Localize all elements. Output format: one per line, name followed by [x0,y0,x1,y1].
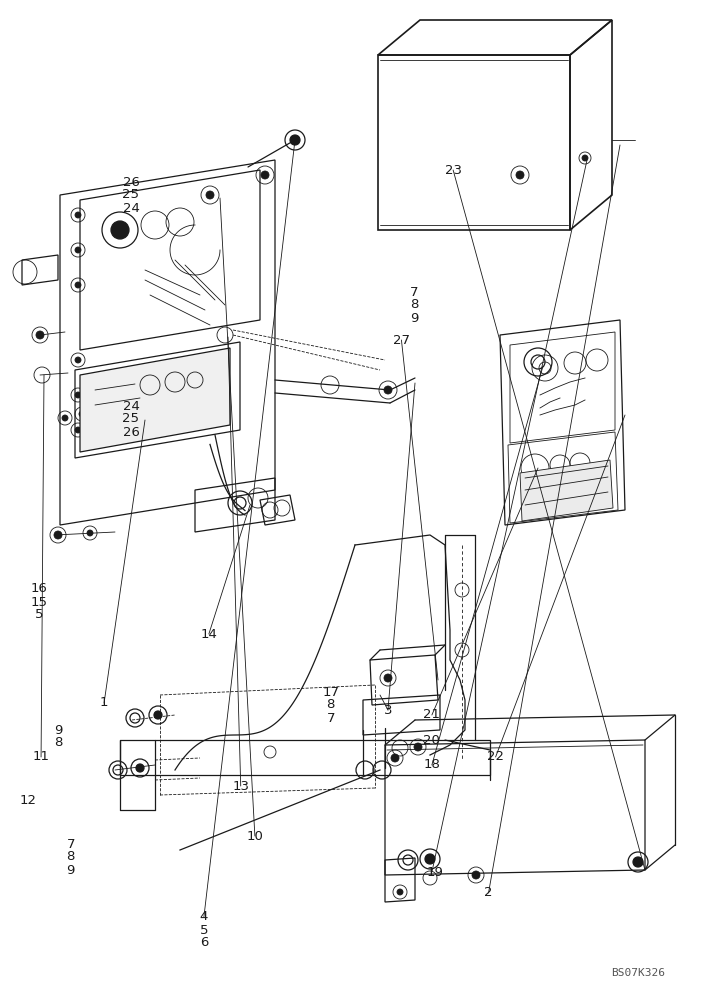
Circle shape [633,857,643,867]
Text: 9: 9 [410,312,418,324]
Polygon shape [80,348,230,452]
Text: 24: 24 [122,399,139,412]
Polygon shape [520,460,613,521]
Circle shape [391,754,399,762]
Text: 26: 26 [122,176,139,188]
Text: 27: 27 [393,334,410,347]
Circle shape [87,530,93,536]
Text: 15: 15 [30,595,47,608]
Circle shape [425,854,435,864]
Text: 7: 7 [410,286,418,298]
Circle shape [261,171,269,179]
Text: 25: 25 [122,188,139,202]
Circle shape [75,392,81,398]
Circle shape [75,357,81,363]
Text: 7: 7 [67,838,75,850]
Circle shape [397,889,403,895]
Text: 2: 2 [484,886,493,900]
Text: 23: 23 [445,163,462,176]
Text: 9: 9 [67,863,75,876]
Circle shape [290,135,300,145]
Text: 16: 16 [30,582,47,595]
Text: 9: 9 [55,724,63,736]
Text: 7: 7 [326,712,335,724]
Text: 10: 10 [246,830,263,842]
Text: BS07K326: BS07K326 [611,968,665,978]
Text: 22: 22 [487,750,504,764]
Circle shape [75,427,81,433]
Circle shape [206,191,214,199]
Text: 12: 12 [20,794,37,806]
Circle shape [75,282,81,288]
Circle shape [79,411,85,417]
Text: 3: 3 [384,704,392,716]
Text: 5: 5 [35,608,43,621]
Circle shape [154,711,162,719]
Text: 6: 6 [200,936,208,950]
Text: 18: 18 [423,758,440,772]
Circle shape [111,221,129,239]
Text: 26: 26 [122,426,139,438]
Circle shape [75,212,81,218]
Circle shape [384,674,392,682]
Text: 14: 14 [200,628,217,641]
Text: 8: 8 [410,298,418,312]
Circle shape [582,155,588,161]
Text: 8: 8 [55,736,63,750]
Text: 19: 19 [427,865,444,879]
Circle shape [54,531,62,539]
Text: 5: 5 [200,924,208,936]
Circle shape [136,764,144,772]
Text: 13: 13 [232,780,249,792]
Text: 1: 1 [100,696,108,710]
Circle shape [414,743,422,751]
Circle shape [62,415,68,421]
Circle shape [36,331,44,339]
Text: 17: 17 [322,686,339,698]
Text: 8: 8 [326,698,335,712]
Text: 11: 11 [33,750,50,764]
Circle shape [384,386,392,394]
Circle shape [75,247,81,253]
Circle shape [472,871,480,879]
Text: 8: 8 [67,850,75,863]
Text: 21: 21 [423,708,440,722]
Text: 24: 24 [122,202,139,215]
Text: 25: 25 [122,412,139,426]
Text: 4: 4 [200,910,208,924]
Text: 20: 20 [423,734,440,746]
Circle shape [516,171,524,179]
